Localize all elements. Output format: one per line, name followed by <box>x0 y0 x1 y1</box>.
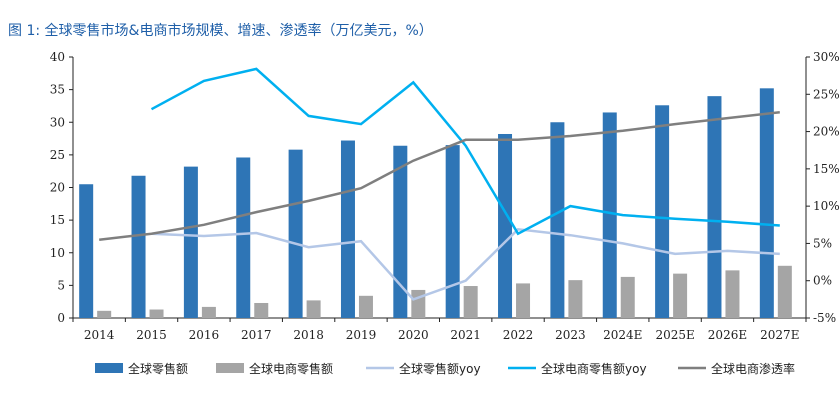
y-tick-label: 40 <box>50 50 65 64</box>
legend: 全球零售额 全球电商零售额 全球零售额yoy 全球电商零售额yoy 全球电商渗透率 <box>95 361 795 376</box>
lines <box>99 67 780 301</box>
x-tick-label: 2023 <box>555 328 586 342</box>
x-tick-label: 2017 <box>241 328 272 342</box>
x-tick-label: 2020 <box>398 328 429 342</box>
legend-label: 全球零售额yoy <box>399 361 481 376</box>
y2-tick-label: 20% <box>813 125 839 139</box>
y2-tick-label: 30% <box>813 50 839 64</box>
bar <box>149 309 164 318</box>
bar <box>550 122 565 318</box>
x-tick-label: 2026E <box>708 328 747 342</box>
bar <box>236 157 251 318</box>
series-line <box>99 110 780 241</box>
x-tick-label: 2016 <box>189 328 220 342</box>
bar <box>602 112 617 319</box>
y2-tick-label: 0% <box>813 274 832 288</box>
x-tick-label: 2027E <box>760 328 799 342</box>
legend-label: 全球电商零售额yoy <box>541 361 647 376</box>
series-line <box>150 67 780 236</box>
bar <box>759 88 774 318</box>
y-tick-label: 5 <box>57 278 65 292</box>
bar <box>79 184 94 318</box>
bar <box>306 300 321 318</box>
bar <box>288 149 303 318</box>
y-tick-label: 30 <box>50 115 65 129</box>
bars <box>79 88 792 319</box>
bar <box>463 286 478 318</box>
y-tick-label: 15 <box>50 213 65 227</box>
y-tick-label: 10 <box>50 246 65 260</box>
legend-label: 全球电商渗透率 <box>711 361 795 376</box>
bar <box>516 283 531 318</box>
y-tick-label: 0 <box>57 311 65 325</box>
axes: 0 5 10 15 20 25 30 35 40 -5% 0% 5% 10% 15% 20% 25% 30% 20… <box>50 50 839 342</box>
bar <box>201 306 216 318</box>
y2-tick-label: 15% <box>813 162 839 176</box>
bar <box>673 273 688 318</box>
bar <box>445 145 460 318</box>
y2-tick-label: 25% <box>813 87 839 101</box>
x-tick-label: 2018 <box>293 328 324 342</box>
bar <box>393 145 408 318</box>
bar <box>707 96 722 319</box>
y-tick-label: 35 <box>50 83 65 97</box>
bar <box>254 302 269 318</box>
bar <box>358 295 373 318</box>
legend-swatch <box>95 363 123 373</box>
x-tick-label: 2021 <box>450 328 481 342</box>
bar <box>655 105 670 318</box>
legend-swatch <box>216 363 244 373</box>
bar <box>568 280 583 318</box>
legend-label: 全球零售额 <box>128 361 188 376</box>
x-tick-label: 2025E <box>655 328 694 342</box>
bar <box>777 265 792 318</box>
x-tick-label: 2014 <box>84 328 115 342</box>
x-tick-label: 2024E <box>603 328 642 342</box>
x-tick-label: 2019 <box>346 328 377 342</box>
y2-tick-label: 5% <box>813 236 832 250</box>
bar <box>620 276 635 318</box>
y-tick-label: 25 <box>50 148 65 162</box>
y-tick-label: 20 <box>50 181 65 195</box>
bar <box>183 166 198 318</box>
y2-tick-label: 10% <box>813 199 839 213</box>
x-tick-label: 2015 <box>136 328 167 342</box>
bar <box>340 140 355 318</box>
chart-title: 图 1: 全球零售市场&电商市场规模、增速、渗透率（万亿美元，%） <box>8 23 433 39</box>
bar <box>97 310 112 318</box>
y2-tick-label: -5% <box>813 311 836 325</box>
bar <box>131 175 146 318</box>
legend-label: 全球电商零售额 <box>249 361 333 376</box>
series-line <box>151 227 780 301</box>
bar <box>498 133 513 318</box>
bar <box>411 289 426 318</box>
bar <box>725 270 740 318</box>
x-tick-label: 2022 <box>503 328 534 342</box>
